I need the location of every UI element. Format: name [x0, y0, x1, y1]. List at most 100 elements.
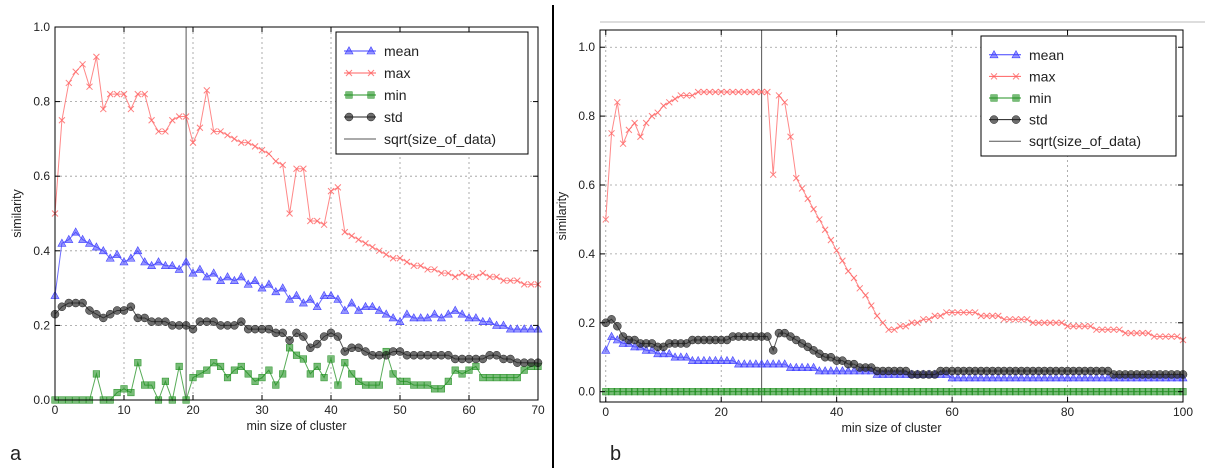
point-mean [291, 290, 302, 299]
point-min [410, 381, 418, 389]
point-max [787, 133, 794, 141]
x-tick-label: 60 [462, 403, 476, 417]
series-std [50, 298, 543, 367]
series-min [51, 344, 542, 404]
point-mean [607, 331, 617, 340]
point-max [162, 128, 169, 135]
point-mean [84, 238, 95, 247]
point-mean [832, 366, 842, 375]
point-mean [843, 366, 853, 375]
point-max [113, 90, 121, 98]
point-mean [1045, 373, 1055, 382]
point-mean [347, 298, 357, 307]
legend-label: max [384, 65, 410, 81]
point-std [57, 302, 67, 311]
point-min [341, 359, 349, 367]
point-mean [826, 366, 836, 375]
legend-marker-max [1012, 73, 1020, 80]
point-max [313, 217, 321, 225]
point-mean [612, 335, 622, 344]
point-mean [71, 227, 81, 236]
point-mean [457, 309, 467, 318]
point-max [931, 312, 939, 320]
point-mean [1034, 373, 1044, 382]
point-max [355, 236, 362, 243]
point-std [292, 328, 301, 338]
legend-marker-mean [344, 46, 354, 55]
point-max [700, 88, 708, 96]
x-tick-label: 10 [117, 403, 131, 417]
point-mean [820, 366, 830, 375]
legend-label: sqrt(size_of_data) [384, 131, 496, 147]
point-min [499, 374, 508, 382]
point-mean [340, 305, 350, 314]
point-mean [1005, 373, 1015, 382]
legend-label: std [384, 109, 403, 125]
point-mean [982, 373, 992, 382]
point-mean [751, 359, 761, 368]
point-min [134, 359, 142, 367]
point-mean [498, 320, 509, 329]
point-std [99, 313, 108, 323]
point-mean [402, 309, 412, 318]
point-std [278, 328, 287, 338]
point-min [189, 374, 197, 382]
point-mean [682, 352, 692, 361]
point-max [839, 257, 846, 265]
point-max [1121, 329, 1129, 337]
point-mean [229, 275, 239, 284]
point-mean [953, 373, 963, 382]
point-max [706, 88, 714, 96]
point-max [919, 315, 927, 323]
point-min [237, 362, 245, 370]
point-mean [436, 313, 446, 322]
point-mean [57, 238, 67, 247]
point-mean [647, 345, 657, 354]
point-min [148, 381, 156, 389]
point-mean [188, 268, 198, 277]
point-max [833, 247, 841, 254]
point-mean [388, 313, 398, 322]
point-max [1041, 319, 1048, 327]
point-max [1023, 315, 1031, 323]
point-min [493, 374, 501, 382]
chart-panel-a: 0 10 20 30 40 50 60 70 0.0 0.2 0.4 0.6 0.8 1.0 min siz… [10, 20, 545, 465]
point-min [472, 362, 480, 370]
point-max [417, 262, 425, 270]
point-max [764, 88, 771, 96]
point-max [648, 112, 656, 120]
point-mean [416, 313, 426, 322]
point-mean [119, 257, 129, 266]
point-max [120, 90, 128, 98]
point-std [333, 332, 343, 341]
point-mean [181, 257, 191, 266]
point-max [746, 88, 754, 96]
point-min [286, 344, 294, 352]
point-mean [519, 324, 529, 333]
point-std [188, 324, 198, 334]
point-max [479, 269, 487, 277]
axes-frame [599, 29, 1184, 403]
point-std [319, 332, 329, 341]
point-max [279, 161, 287, 169]
point-max [602, 216, 610, 223]
point-max [1156, 333, 1164, 340]
point-max [815, 216, 823, 223]
point-max [306, 217, 314, 225]
point-max [286, 210, 293, 217]
point-max [873, 312, 881, 320]
point-mean [160, 260, 170, 270]
point-std [92, 309, 101, 319]
point-max [1150, 333, 1158, 340]
y-tick-label: 1.0 [33, 20, 50, 34]
point-mean [710, 355, 720, 364]
point-mean [478, 316, 488, 325]
x-tick-label: 0 [602, 405, 609, 419]
point-mean [271, 287, 281, 296]
point-max [486, 273, 494, 281]
legend-marker-max [367, 69, 375, 77]
point-max [740, 88, 748, 96]
x-tick-label: 100 [1173, 405, 1193, 419]
point-std [312, 339, 322, 349]
